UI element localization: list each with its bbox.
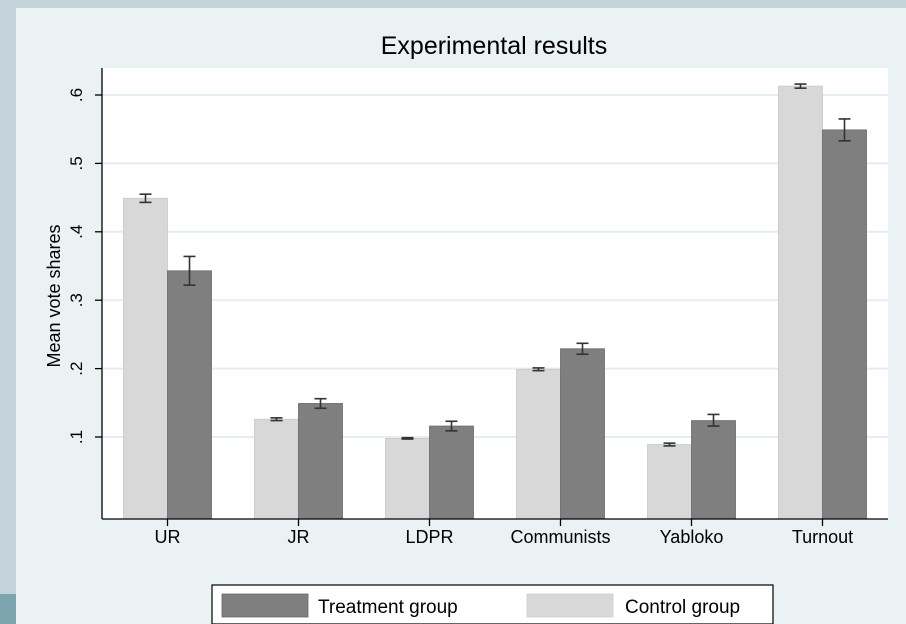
y-tick-label: .6 bbox=[67, 88, 86, 102]
x-tick-label: JR bbox=[288, 527, 310, 547]
x-tick-label: Turnout bbox=[792, 527, 853, 547]
legend-swatch bbox=[221, 593, 309, 618]
bar bbox=[560, 348, 605, 520]
bar bbox=[822, 129, 867, 520]
x-tick-label: Yabloko bbox=[660, 527, 724, 547]
left-margin-accent bbox=[0, 594, 16, 624]
y-tick-label: .3 bbox=[67, 293, 86, 307]
plot-area bbox=[102, 68, 888, 519]
bar bbox=[254, 418, 299, 520]
x-tick-label: LDPR bbox=[405, 527, 453, 547]
legend-label: Control group bbox=[625, 597, 740, 618]
bar bbox=[429, 425, 474, 520]
y-tick-label: .5 bbox=[67, 156, 86, 170]
left-margin-strip bbox=[0, 0, 16, 624]
bar bbox=[647, 444, 692, 520]
bar bbox=[778, 85, 823, 520]
y-tick-label: .4 bbox=[67, 225, 86, 239]
legend-swatch bbox=[526, 593, 614, 618]
y-tick-label: .1 bbox=[67, 430, 86, 444]
y-tick-label: .2 bbox=[67, 362, 86, 376]
chart-title: Experimental results bbox=[381, 32, 607, 60]
y-axis-label: Mean vote shares bbox=[44, 224, 64, 367]
bar bbox=[298, 403, 343, 520]
bar bbox=[691, 420, 736, 520]
x-tick-label: UR bbox=[155, 527, 181, 547]
legend-label: Treatment group bbox=[318, 597, 458, 618]
bar bbox=[516, 368, 561, 520]
bar bbox=[123, 197, 168, 520]
bar bbox=[167, 270, 212, 520]
x-tick-label: Communists bbox=[510, 527, 610, 547]
bar bbox=[385, 437, 430, 520]
